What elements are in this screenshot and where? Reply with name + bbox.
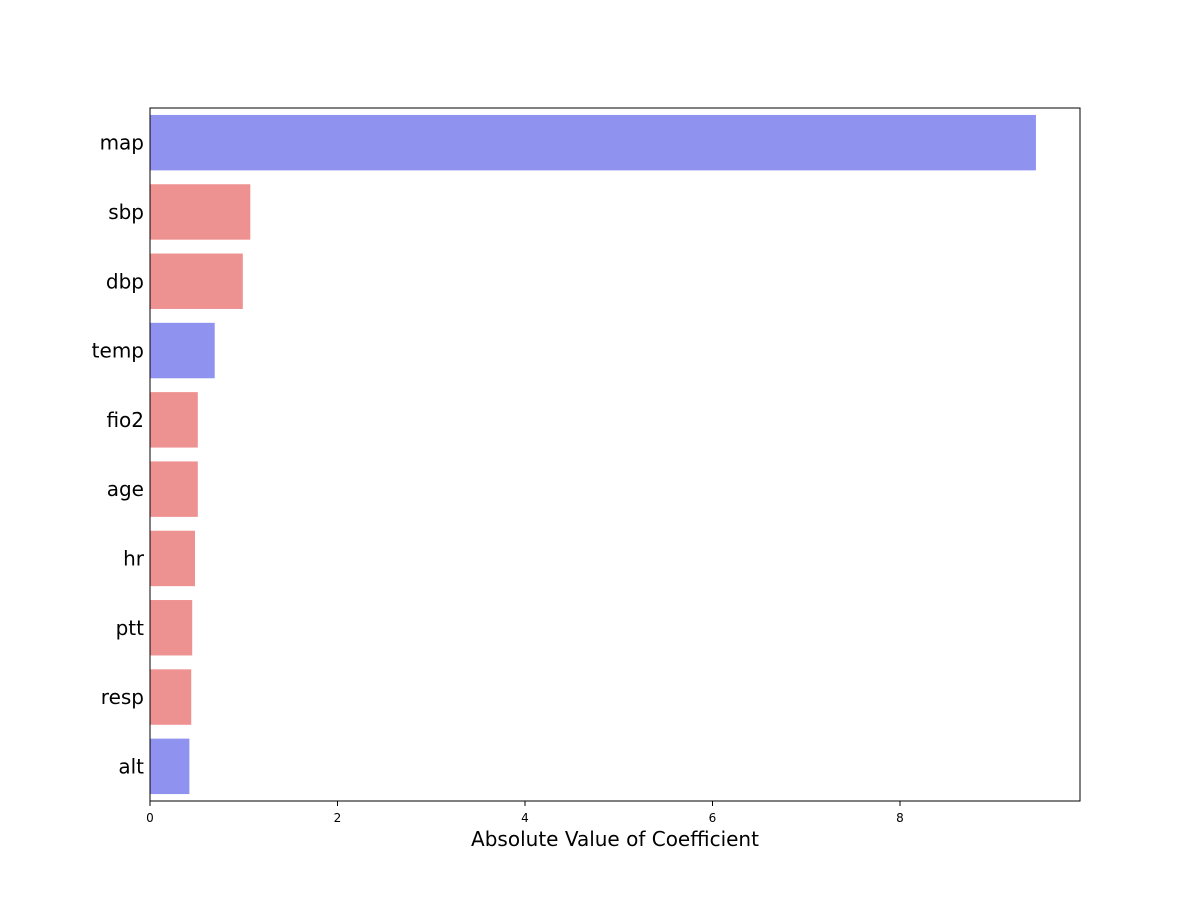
bar-fio2 xyxy=(150,392,198,448)
y-tick-label-map: map xyxy=(100,131,144,155)
bar-hr xyxy=(150,530,195,587)
y-tick-label-alt: alt xyxy=(118,754,144,778)
plot-frame xyxy=(149,107,1081,802)
y-tick-label-temp: temp xyxy=(92,339,144,363)
bars-group xyxy=(150,114,1036,795)
y-tick-label-fio2: fio2 xyxy=(106,408,144,432)
x-tick-label-6: 6 xyxy=(709,811,717,825)
y-tick-label-sbp: sbp xyxy=(108,200,144,224)
bar-resp xyxy=(150,669,192,725)
bar-alt xyxy=(150,738,190,795)
bar-sbp xyxy=(150,184,251,240)
y-tick-labels: map sbp dbp temp fio2 age hr ptt resp alt xyxy=(92,131,145,779)
bar-age xyxy=(150,461,198,517)
y-tick-label-resp: resp xyxy=(101,685,144,709)
y-tick-label-ptt: ptt xyxy=(116,616,145,640)
x-tick-label-4: 4 xyxy=(521,811,529,825)
x-tick-label-0: 0 xyxy=(146,811,154,825)
bar-map xyxy=(150,114,1036,171)
x-ticks: 0 2 4 6 8 xyxy=(146,801,904,825)
x-axis-label: Absolute Value of Coefficient xyxy=(471,827,759,851)
x-tick-label-2: 2 xyxy=(334,811,342,825)
bar-temp xyxy=(150,322,215,379)
bar-ptt xyxy=(150,600,193,656)
y-tick-label-age: age xyxy=(107,477,144,501)
x-tick-label-8: 8 xyxy=(896,811,904,825)
y-tick-label-hr: hr xyxy=(123,546,145,570)
bar-dbp xyxy=(150,253,243,309)
y-tick-label-dbp: dbp xyxy=(106,269,144,293)
